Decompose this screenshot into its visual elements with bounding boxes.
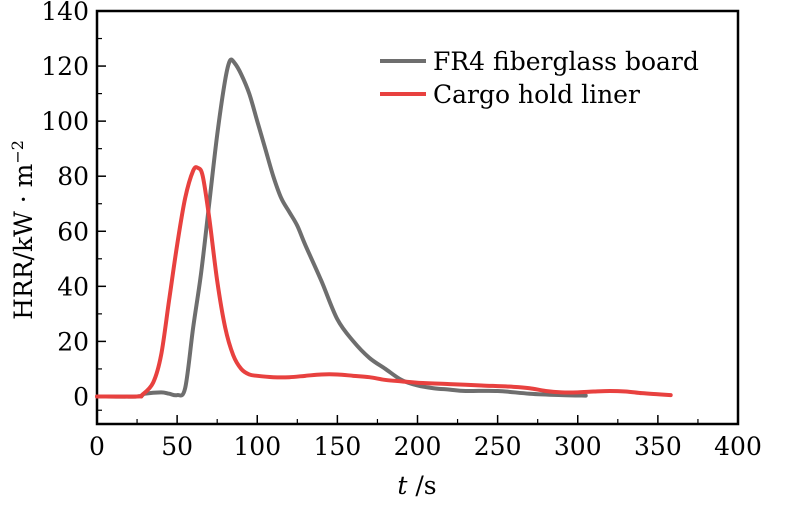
x-axis-title: t /s — [397, 471, 436, 500]
y-tick-label: 60 — [57, 217, 89, 246]
x-axis-title-variable: t — [397, 471, 408, 500]
legend-label: FR4 fiberglass board — [433, 47, 699, 76]
y-axis-title: HRR/kW · m−2 — [8, 140, 38, 320]
x-axis-title-unit: /s — [407, 471, 436, 500]
y-axis-title-main: HRR/kW · m — [9, 163, 38, 320]
y-tick-label: 0 — [73, 382, 89, 411]
y-tick-label: 40 — [57, 272, 89, 301]
y-axis-title-exponent: −2 — [8, 140, 27, 164]
x-axis-ticks: 0 50 100 150 200 250 300 350 400 — [89, 415, 762, 461]
x-tick-label: 50 — [161, 432, 193, 461]
y-tick-label: 100 — [41, 107, 89, 136]
y-tick-label: 20 — [57, 327, 89, 356]
series-line-fr4-fiberglass-board — [95, 57, 588, 399]
y-tick-label: 140 — [41, 0, 89, 26]
x-tick-label: 0 — [89, 432, 105, 461]
y-tick-label: 120 — [41, 52, 89, 81]
x-tick-label: 350 — [634, 432, 682, 461]
x-tick-label: 300 — [554, 432, 602, 461]
x-tick-label: 150 — [314, 432, 362, 461]
x-tick-label: 250 — [474, 432, 522, 461]
y-tick-label: 80 — [57, 162, 89, 191]
y-axis-ticks: 0 20 40 60 80 100 120 140 — [41, 0, 106, 411]
series-layer — [95, 57, 673, 399]
series-line-cargo-hold-liner — [95, 165, 673, 399]
legend: FR4 fiberglass board Cargo hold liner — [380, 47, 699, 109]
x-tick-label: 400 — [714, 432, 762, 461]
legend-label: Cargo hold liner — [433, 80, 640, 109]
x-tick-label: 200 — [394, 432, 442, 461]
x-tick-label: 100 — [233, 432, 281, 461]
